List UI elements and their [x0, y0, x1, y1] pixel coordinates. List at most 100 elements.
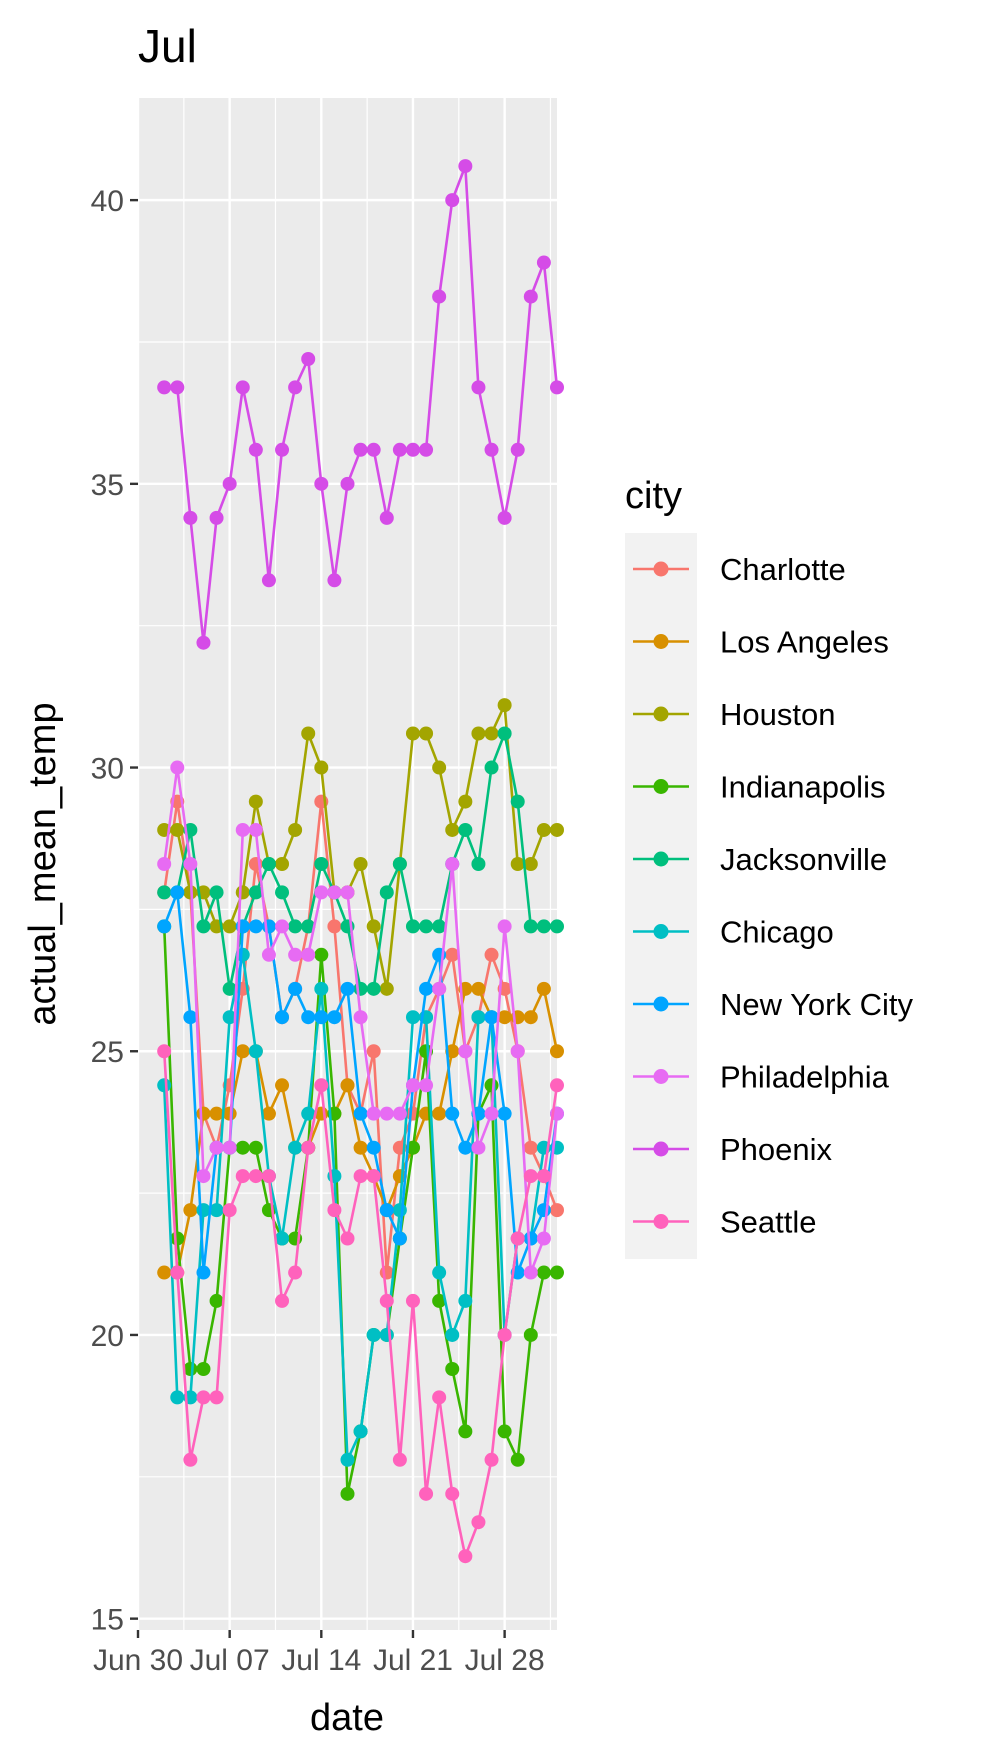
data-point: [458, 822, 473, 837]
data-point: [222, 1203, 237, 1218]
data-point: [314, 885, 329, 900]
data-point: [261, 947, 276, 962]
data-point: [196, 1106, 211, 1121]
data-point: [523, 1327, 538, 1342]
data-point: [301, 919, 316, 934]
data-point: [170, 380, 185, 395]
data-point: [471, 380, 486, 395]
data-point: [235, 1140, 250, 1155]
x-axis: Jun 30 Jul 07 Jul 14 Jul 21 Jul 28: [93, 1630, 545, 1677]
legend-item: Indianapolis: [633, 770, 885, 805]
data-point: [157, 1078, 172, 1093]
data-point: [550, 1265, 564, 1280]
data-point: [353, 1106, 368, 1121]
chart-title: Jul: [138, 20, 197, 72]
legend-label: Seattle: [720, 1205, 817, 1240]
data-point: [550, 919, 564, 934]
data-point: [275, 1231, 290, 1246]
legend-key-point: [653, 779, 669, 794]
data-point: [510, 1231, 525, 1246]
data-point: [392, 1203, 407, 1218]
legend-item: Philadelphia: [633, 1060, 890, 1095]
data-point: [366, 442, 381, 457]
data-point: [327, 1203, 342, 1218]
data-point: [170, 822, 185, 837]
data-point: [301, 1140, 316, 1155]
data-point: [275, 1010, 290, 1025]
data-point: [301, 352, 316, 367]
legend-label: Houston: [720, 697, 835, 732]
data-point: [523, 1140, 538, 1155]
data-point: [484, 1078, 499, 1093]
data-point: [445, 193, 460, 208]
data-point: [301, 947, 316, 962]
y-tick-label: 25: [91, 1036, 124, 1069]
data-point: [432, 1390, 447, 1405]
data-point: [314, 760, 329, 775]
data-point: [366, 981, 381, 996]
series-philadelphia: [157, 760, 564, 1280]
y-tick-label: 30: [91, 753, 124, 786]
legend-label: Indianapolis: [720, 770, 885, 805]
data-point: [196, 1169, 211, 1184]
data-point: [327, 1010, 342, 1025]
data-point: [353, 1424, 368, 1439]
data-point: [392, 1452, 407, 1467]
data-point: [235, 1044, 250, 1059]
legend-key-background: [625, 533, 697, 1259]
data-point: [497, 510, 512, 525]
legend-items: Charlotte Los Angeles Houston Indianapolis J…: [633, 552, 913, 1240]
data-point: [392, 1231, 407, 1246]
y-axis: 15 20 25 30 35 40: [91, 185, 138, 1637]
data-point: [183, 857, 198, 871]
data-point: [445, 1106, 460, 1121]
data-point: [353, 981, 368, 996]
data-point: [523, 1169, 538, 1184]
data-point: [379, 885, 394, 900]
data-point: [432, 1265, 447, 1280]
data-point: [550, 822, 564, 837]
data-point: [366, 1169, 381, 1184]
data-point: [209, 885, 224, 900]
data-point: [327, 573, 342, 588]
data-point: [405, 1010, 420, 1025]
legend-key-point: [653, 851, 669, 867]
data-point: [157, 919, 172, 934]
data-point: [405, 1140, 420, 1155]
data-point: [222, 1140, 237, 1155]
data-point: [419, 919, 434, 934]
data-point: [366, 1327, 381, 1342]
data-point: [484, 760, 499, 775]
legend-key-point: [653, 1214, 669, 1229]
data-point: [196, 1361, 211, 1376]
data-point: [170, 1231, 185, 1246]
x-tick-label: Jun 30: [93, 1644, 183, 1677]
data-point: [484, 947, 499, 962]
legend-label: Philadelphia: [720, 1060, 890, 1095]
data-point: [222, 476, 237, 491]
data-point: [248, 1140, 263, 1155]
data-point: [301, 1106, 316, 1121]
data-point: [170, 760, 185, 775]
data-point: [288, 380, 303, 395]
data-point: [405, 1078, 420, 1093]
data-point: [340, 476, 355, 491]
legend-label: Los Angeles: [720, 625, 889, 660]
data-point: [536, 981, 551, 996]
data-point: [405, 1293, 420, 1308]
data-point: [471, 981, 486, 996]
data-point: [523, 857, 538, 871]
data-point: [314, 1078, 329, 1093]
data-point: [536, 255, 551, 270]
data-point: [314, 1010, 329, 1025]
legend-key-point: [653, 561, 669, 577]
data-point: [340, 1231, 355, 1246]
data-point: [484, 442, 499, 457]
data-point: [484, 1010, 499, 1025]
data-point: [275, 1078, 290, 1093]
data-point: [432, 919, 447, 934]
data-point: [288, 1265, 303, 1280]
data-point: [510, 857, 525, 871]
data-point: [183, 1452, 198, 1467]
data-point: [314, 981, 329, 996]
